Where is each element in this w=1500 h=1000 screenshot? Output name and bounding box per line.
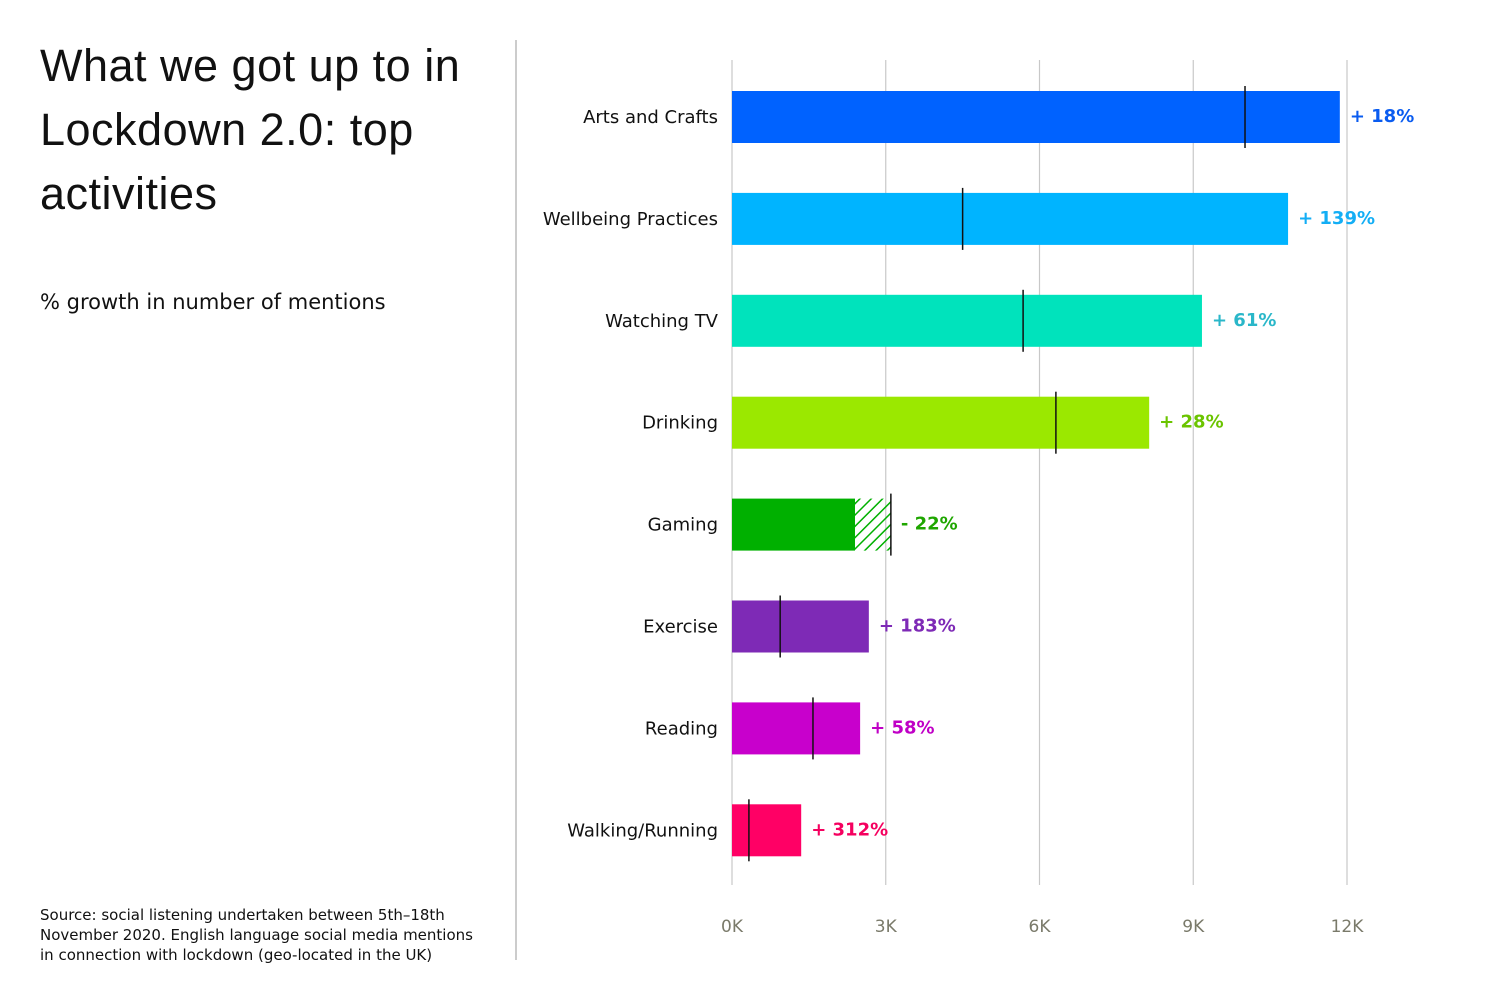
value-label: + 312% — [811, 819, 888, 840]
bar — [732, 192, 1289, 245]
x-tick-label: 6K — [1029, 917, 1052, 937]
chart-title: What we got up to in Lockdown 2.0: top a… — [40, 40, 461, 219]
bar — [732, 294, 1202, 347]
source-note: Source: social listening undertaken betw… — [40, 906, 473, 964]
bar — [732, 600, 869, 653]
y-tick-label: Drinking — [642, 413, 718, 434]
y-tick-label: Gaming — [648, 515, 718, 536]
y-tick-label: Arts and Crafts — [583, 107, 718, 128]
value-label: - 22% — [901, 514, 958, 535]
chart-subtitle: % growth in number of mentions — [40, 290, 386, 314]
x-tick-label: 12K — [1331, 917, 1365, 937]
y-tick-label: Walking/Running — [567, 820, 718, 841]
x-tick-label: 9K — [1182, 917, 1205, 937]
y-tick-label: Watching TV — [605, 311, 719, 332]
bar — [732, 91, 1340, 143]
x-tick-label: 3K — [875, 917, 898, 937]
y-tick-label: Wellbeing Practices — [543, 209, 718, 230]
value-label: + 28% — [1159, 412, 1223, 433]
value-label: + 18% — [1350, 106, 1414, 127]
y-tick-label: Reading — [645, 718, 718, 739]
decline-segment — [855, 498, 891, 551]
value-label: + 61% — [1212, 310, 1276, 331]
value-label: + 183% — [879, 616, 956, 637]
bar — [732, 804, 802, 857]
value-label: + 58% — [870, 717, 934, 738]
y-tick-label: Exercise — [643, 617, 718, 638]
value-label: + 139% — [1298, 208, 1375, 229]
bar — [732, 498, 855, 551]
bar — [732, 396, 1150, 449]
x-tick-label: 0K — [721, 917, 744, 937]
bar — [732, 702, 861, 755]
